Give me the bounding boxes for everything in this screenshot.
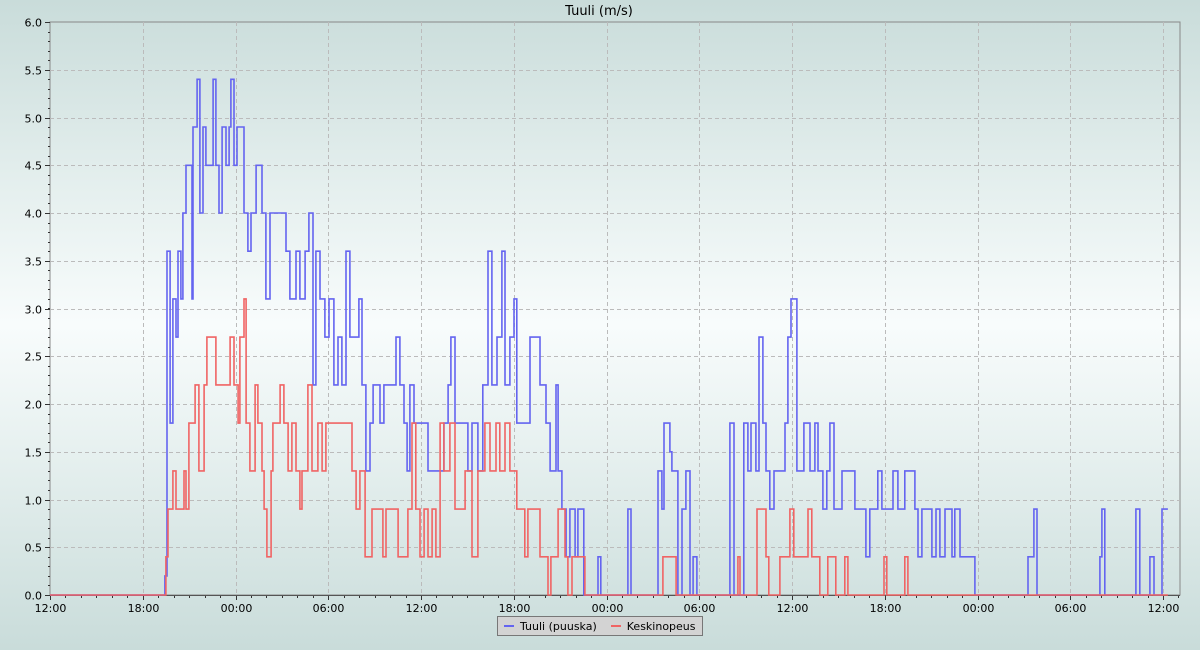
- x-tick-label: 00:00: [963, 602, 995, 615]
- x-tick-label: 12:00: [1148, 602, 1180, 615]
- y-tick-label: 0.5: [25, 542, 43, 555]
- x-tick-label: 06:00: [1055, 602, 1087, 615]
- x-tick-label: 18:00: [499, 602, 531, 615]
- legend-label-average: Keskinopeus: [626, 619, 696, 633]
- y-tick-label: 2.0: [25, 399, 43, 412]
- x-tick-label: 12:00: [35, 602, 67, 615]
- legend-item-gust: Tuuli (puuska): [504, 620, 597, 633]
- y-tick-label: 0.0: [25, 590, 43, 603]
- x-tick-label: 12:00: [777, 602, 809, 615]
- y-tick-label: 2.5: [25, 351, 43, 364]
- y-tick-label: 5.5: [25, 65, 43, 78]
- x-tick-label: 00:00: [221, 602, 253, 615]
- series-line-average: [50, 298, 1168, 596]
- y-tick-label: 5.0: [25, 113, 43, 126]
- axes: 0.0 0.5 1.0 1.5 2.0 2.5 3.0 3.5 4.0 4.5 5.0 5.5 6.0 1…: [25, 17, 1180, 615]
- y-tick-label: 1.5: [25, 447, 43, 460]
- legend: Tuuli (puuska) Keskinopeus: [497, 616, 703, 636]
- legend-item-average: Keskinopeus: [610, 619, 696, 633]
- legend-label-gust: Tuuli (puuska): [520, 619, 597, 633]
- y-tick-label: 4.5: [25, 160, 43, 173]
- x-tick-label: 00:00: [592, 602, 624, 615]
- plot-area: [49, 21, 1181, 596]
- series-line-gust: [50, 78, 1168, 596]
- legend-swatch-gust: [504, 625, 514, 627]
- chart-title: Tuuli (m/s): [564, 4, 633, 19]
- x-tick-label: 18:00: [128, 602, 160, 615]
- series-group: [50, 78, 1168, 596]
- y-tick-label: 6.0: [25, 17, 43, 30]
- x-tick-label: 18:00: [870, 602, 902, 615]
- grid: [49, 21, 1181, 596]
- y-tick-label: 4.0: [25, 208, 43, 221]
- x-tick-label: 06:00: [313, 602, 345, 615]
- y-tick-label: 1.0: [25, 495, 43, 508]
- x-tick-label: 06:00: [684, 602, 716, 615]
- legend-swatch-average: [610, 625, 621, 627]
- y-tick-label: 3.0: [25, 304, 43, 317]
- y-tick-label: 3.5: [25, 256, 43, 269]
- x-tick-label: 12:00: [406, 602, 438, 615]
